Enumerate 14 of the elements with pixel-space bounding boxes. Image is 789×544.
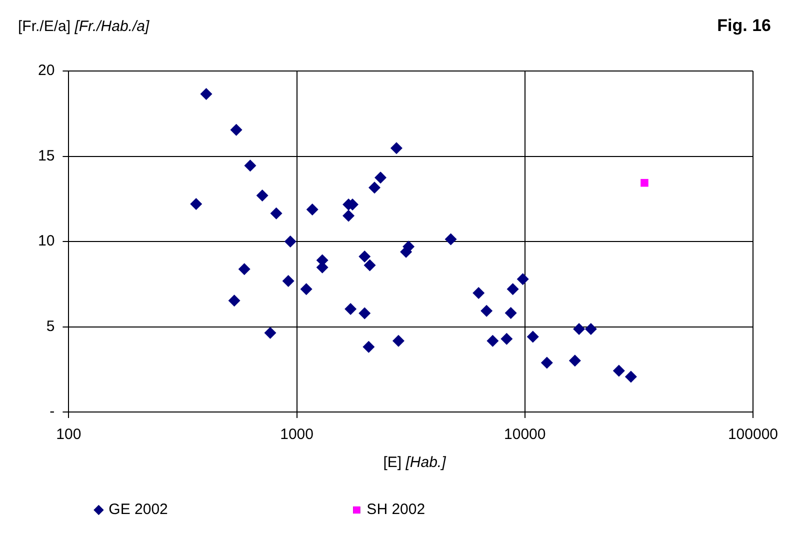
y-tick-label: 20 bbox=[38, 62, 55, 80]
x-tick-label: 1000 bbox=[280, 426, 314, 444]
x-axis-title: [E] [Hab.] bbox=[382, 454, 447, 471]
y-tick-label: - bbox=[50, 403, 55, 420]
x-tick-label: 100 bbox=[56, 426, 82, 444]
x-tick-label: 10000 bbox=[504, 426, 546, 444]
chart-title: Fig. 16 bbox=[717, 16, 771, 36]
x-tick-label: 100000 bbox=[728, 426, 778, 444]
y-tick-label: 10 bbox=[38, 232, 55, 250]
y-axis-title: [Fr./E/a] [Fr./Hab./a] bbox=[18, 18, 150, 35]
y-tick-label: 15 bbox=[38, 147, 55, 164]
legend-label: SH 2002 bbox=[366, 501, 426, 518]
y-tick-label: 5 bbox=[46, 318, 55, 335]
legend-label: GE 2002 bbox=[108, 501, 168, 518]
